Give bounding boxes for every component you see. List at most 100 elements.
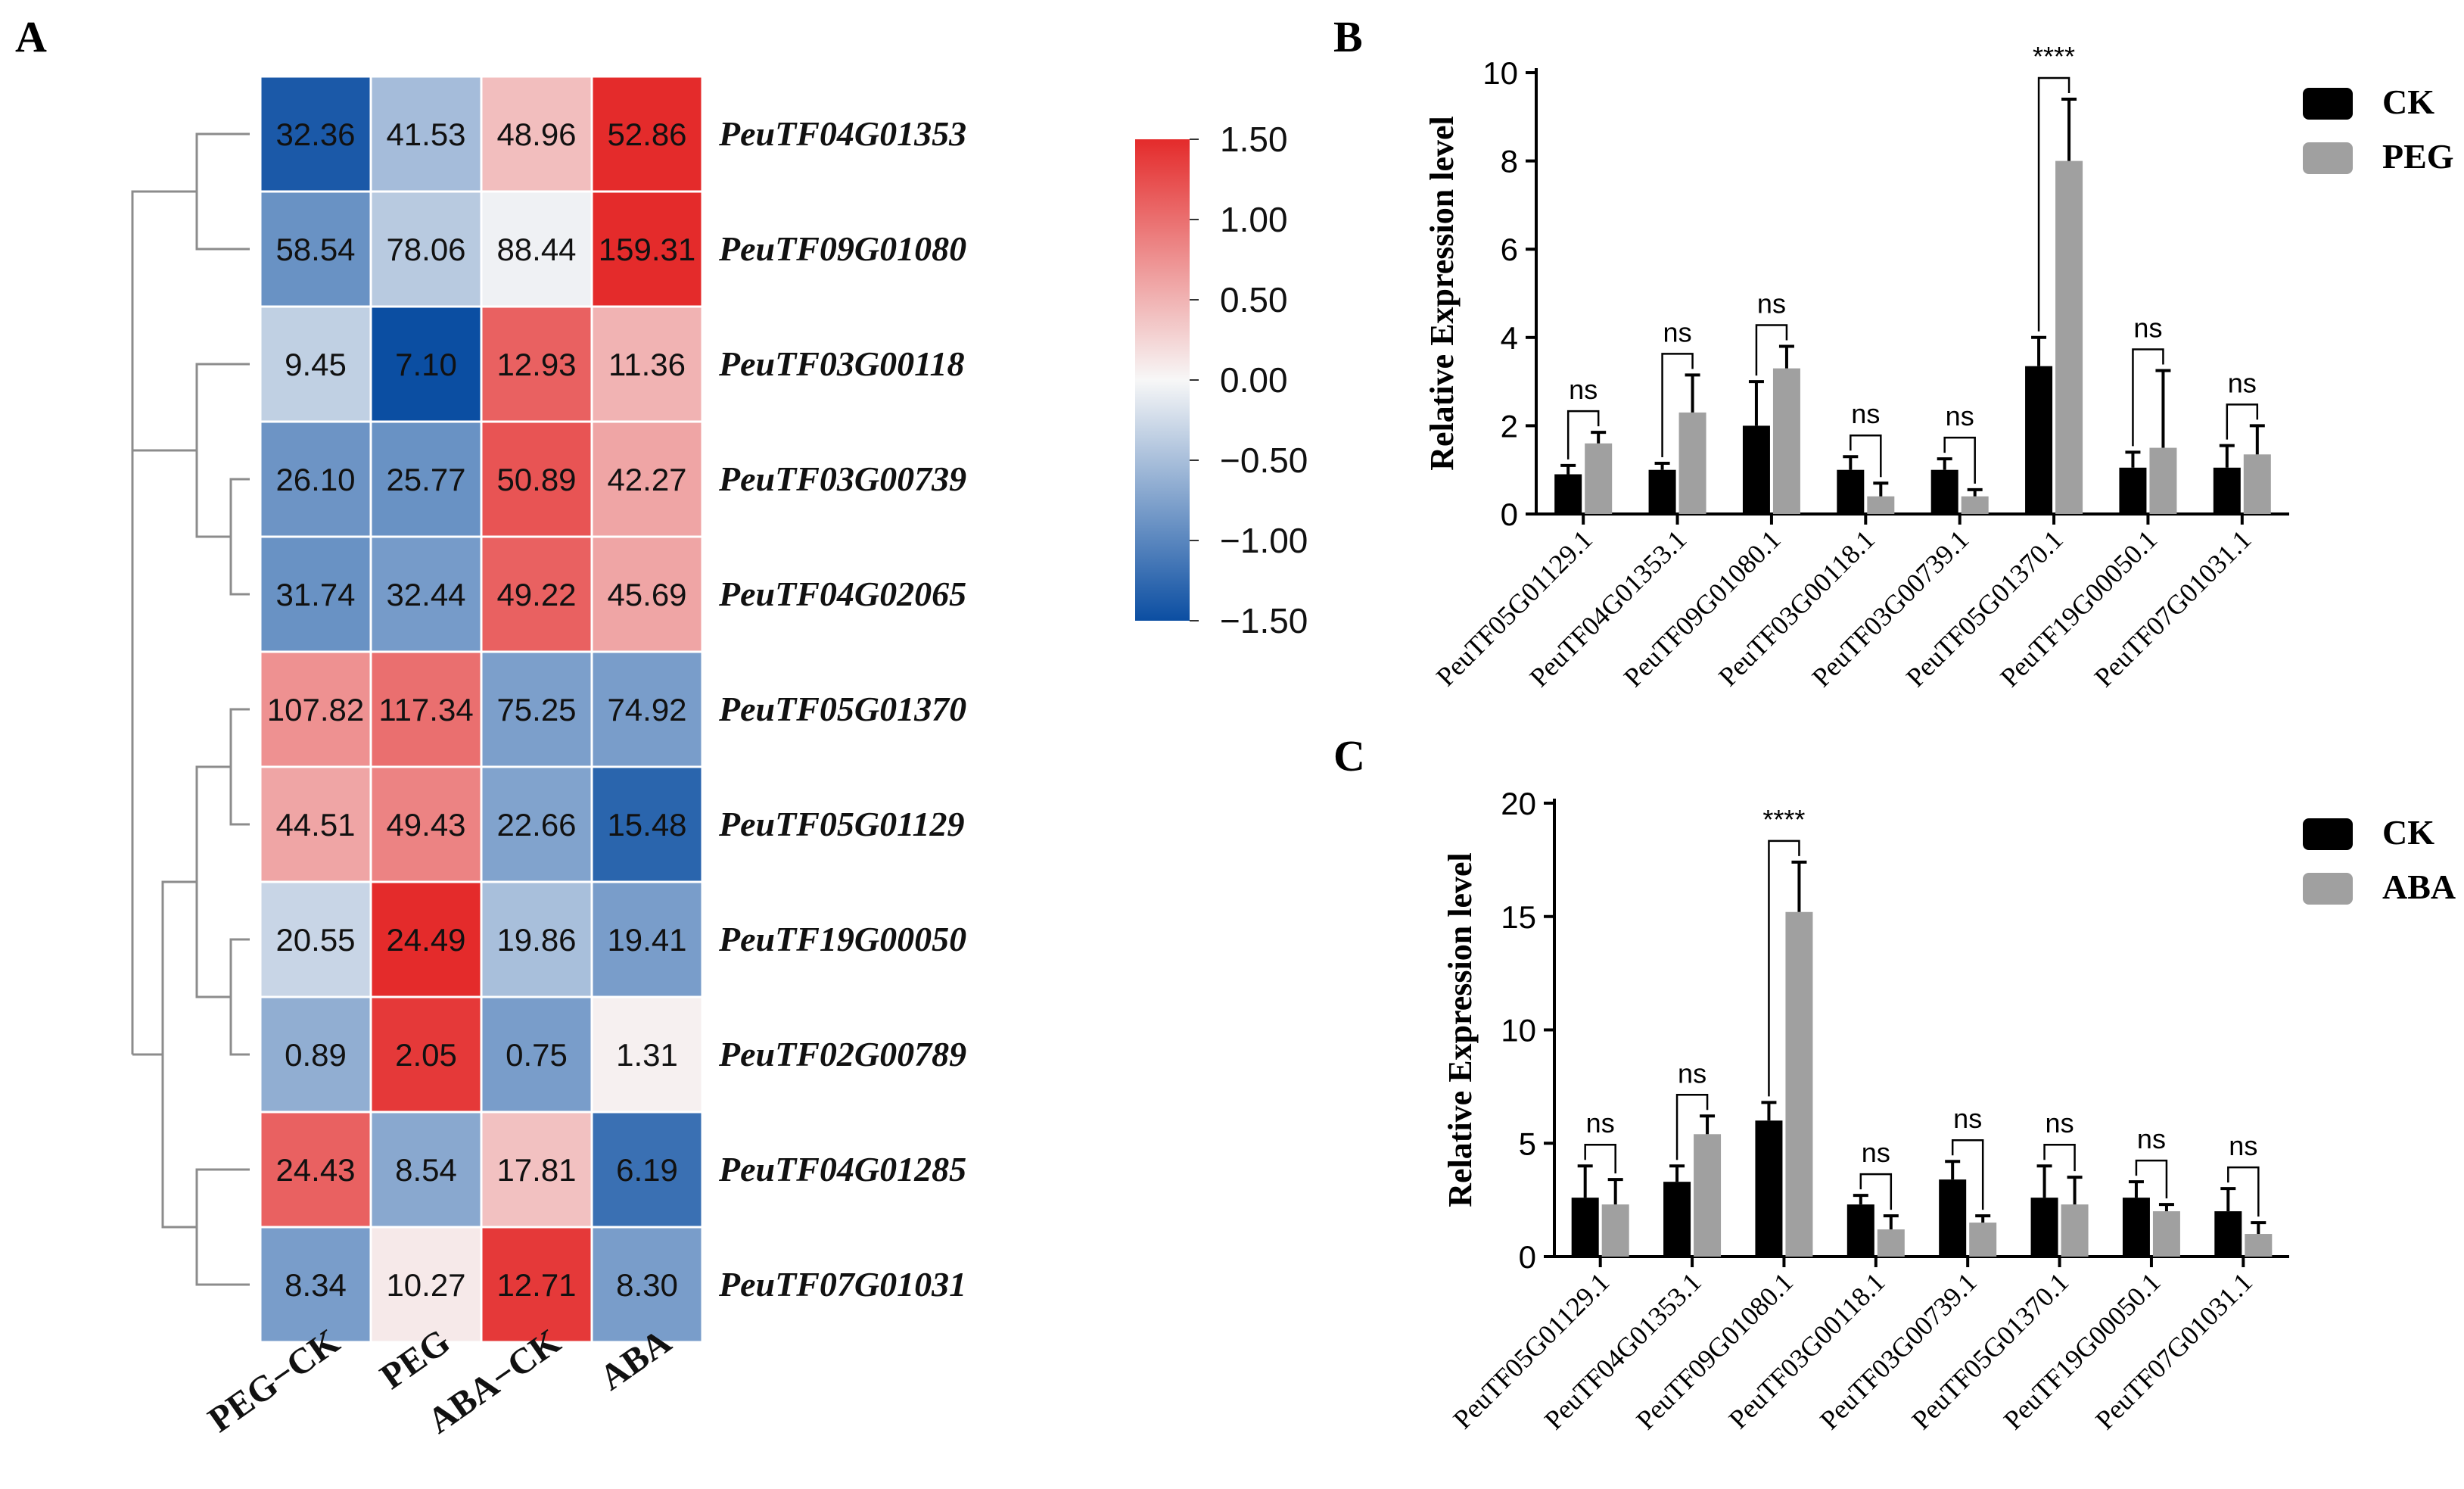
x-tick-label: PeuTF03G00739.1 [1806,524,1975,693]
legend-label: PEG [2382,137,2454,176]
bar [1694,1134,1722,1257]
colorbar-tick-label: 1.00 [1220,200,1288,239]
heatmap-cell [259,75,372,193]
significance-bracket [1584,1143,1616,1174]
legend-label: CK [2382,83,2434,121]
significance-bracket [1566,410,1600,459]
significance-bracket [1850,434,1882,478]
dendrogram-branch [229,708,250,826]
legend-swatch [2303,818,2353,850]
dendrogram-branch [195,1168,250,1286]
significance-bracket [2226,403,2259,440]
y-tick-label: 0 [1501,497,1518,532]
bar [1772,368,1800,514]
heatmap-cell-value: 49.43 [386,807,465,843]
heatmap-cell-value: 8.34 [285,1267,347,1303]
heatmap-cell-value: 19.86 [496,922,576,958]
heatmap-cell-value: 159.31 [599,232,695,267]
heatmap-row-label: PeuTF05G01370 [718,690,966,728]
panel-label-a: A [15,12,47,61]
x-tick-label: PeuTF03G00118.1 [1713,524,1881,692]
heatmap-cell [480,1226,593,1344]
y-tick-label: 20 [1501,786,1536,821]
heatmap-cell-value: 2.05 [395,1037,457,1073]
y-axis-label: Relative Expression level [1423,116,1461,470]
dendrogram-branch [195,363,250,538]
significance-bracket [1859,1173,1893,1210]
significance-label: **** [1762,804,1805,835]
heatmap-cell [590,420,704,538]
heatmap-cell [590,1111,704,1229]
heatmap-cell [369,305,483,423]
heatmap-cell-value: 26.10 [275,462,355,497]
y-tick-label: 10 [1501,1013,1536,1048]
significance-bracket [1951,1139,1984,1210]
y-tick-label: 6 [1501,232,1518,267]
bar [1961,496,1989,514]
bar [1585,443,1613,514]
significance-label: **** [2033,41,2075,72]
significance-label: ns [1953,1103,1982,1134]
heatmap-row-label: PeuTF07G01031 [718,1265,966,1304]
bar [2055,160,2083,514]
bar [1663,1182,1691,1257]
heatmap-cell-value: 41.53 [386,117,465,152]
x-tick-label: PeuTF09G01080.1 [1630,1266,1799,1435]
heatmap-row-label: PeuTF03G00118 [718,344,965,383]
bar-chart-peg: 0 2 4 6 8 10 Relative Expression level ns PeuTF0… [1423,41,2454,693]
colorbar-bar [1135,139,1190,621]
heatmap-row-label: PeuTF04G01285 [718,1150,966,1188]
legend-label: CK [2382,813,2434,852]
heatmap-cell [590,75,704,193]
heatmap-cell-value: 12.93 [496,347,576,382]
bar [1554,474,1582,514]
significance-label: ns [2229,1130,2257,1161]
x-tick-label: PeuTF05G01129.1 [1430,524,1598,692]
heatmap-cell-value: 12.71 [496,1267,576,1303]
significance-bracket [1768,840,1800,1097]
x-tick-label: PeuTF19G00050.1 [1998,1266,2167,1435]
colorbar-tick-label: 0.00 [1220,360,1288,400]
heatmap-cell-value: 31.74 [275,577,355,612]
bar [2030,1198,2058,1257]
heatmap-cell [480,1111,593,1229]
bar [2119,467,2147,514]
y-axis-label: Relative Expression level [1442,852,1479,1207]
bar [2243,454,2271,514]
heatmap-cell [590,995,704,1114]
significance-label: ns [1663,316,1692,347]
heatmap-cell [369,420,483,538]
significance-label: ns [1862,1137,1890,1168]
heatmap-cell [480,765,593,883]
bar [1846,1204,1874,1257]
heatmap-row-label: PeuTF04G02065 [718,575,966,613]
significance-label: ns [1946,400,1974,431]
significance-label: ns [2133,313,2162,344]
x-tick-label: PeuTF05G01370.1 [1906,1266,2074,1435]
dendrogram-branch [195,132,250,251]
heatmap-cell [369,75,483,193]
heatmap-cell-value: 49.22 [496,577,576,612]
heatmap-cell [369,535,483,653]
heatmap-cell-value: 15.48 [607,807,686,843]
heatmap-cell-value: 10.27 [386,1267,465,1303]
heatmap-cell [590,650,704,768]
panel-label-c: C [1333,731,1365,780]
heatmap-cell-value: 11.36 [608,347,686,382]
bar [1867,496,1895,514]
x-tick-label: PeuTF07G01031.1 [2089,524,2257,693]
legend-swatch [2303,873,2353,905]
heatmap-cell-value: 52.86 [607,117,686,152]
legend-swatch [2303,88,2353,120]
bar [1837,469,1865,514]
colorbar-tick-label: −1.00 [1220,521,1308,560]
heatmap-cell [259,880,372,998]
heatmap-cell [590,535,704,653]
heatmap-cell-value: 88.44 [496,232,576,267]
bar [2213,467,2241,514]
heatmap-panel: 32.36 41.53 48.96 52.86 PeuTF04G01353 58.54 78… [201,75,966,1441]
significance-bracket [1755,324,1788,376]
heatmap-cell-value: 75.25 [496,692,576,727]
heatmap-row-label: PeuTF02G00789 [718,1035,966,1073]
